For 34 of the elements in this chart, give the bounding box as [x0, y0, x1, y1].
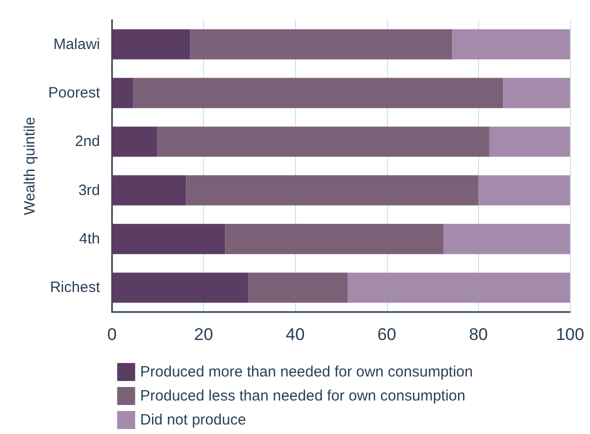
x-tick-label: 40: [286, 325, 305, 344]
y-axis-title: Wealth quintile: [21, 116, 38, 216]
bar: [503, 78, 570, 108]
y-tick-label: Malawi: [53, 36, 100, 53]
legend-label: Produced less than needed for own consumption: [140, 388, 466, 404]
bar: [190, 29, 452, 60]
bar: [248, 272, 348, 303]
bar: [225, 224, 444, 254]
x-tick-label: 20: [194, 325, 214, 344]
y-tick-label: Richest: [50, 279, 101, 296]
y-tick-label: Poorest: [48, 84, 101, 102]
y-tick-label: 3rd: [78, 182, 100, 199]
bar: [112, 29, 190, 60]
bar: [112, 78, 134, 108]
x-tick-label: 60: [377, 325, 396, 344]
bar: [478, 175, 570, 206]
legend-label: Did not produce: [140, 412, 246, 428]
y-tick-label: 4th: [79, 230, 100, 248]
bar: [489, 126, 570, 157]
x-tick-label: 80: [468, 325, 488, 344]
x-tick-label: 0: [107, 325, 117, 344]
legend-label: Produced more than needed for own consumption: [140, 364, 473, 380]
bar: [112, 272, 248, 303]
y-tick-label: 2nd: [74, 133, 100, 150]
x-tick-label: 100: [556, 325, 584, 344]
bar: [112, 126, 158, 157]
bar: [186, 175, 478, 206]
bar: [112, 224, 226, 254]
bar: [157, 126, 490, 157]
bar: [112, 175, 186, 206]
bar: [133, 78, 504, 108]
bar: [452, 29, 570, 60]
bar: [348, 272, 570, 303]
bar: [444, 224, 570, 254]
